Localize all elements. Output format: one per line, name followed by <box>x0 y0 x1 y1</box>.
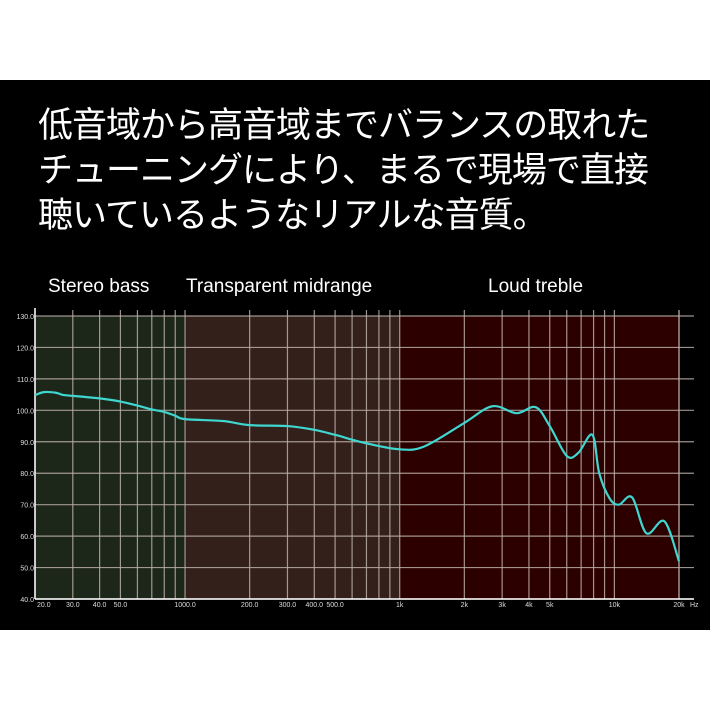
x-tick-label: 10k <box>609 602 621 609</box>
x-tick-label: 20k <box>673 602 685 609</box>
heading-line-1: 低音域から高音域までバランスの取れた <box>38 106 650 146</box>
x-tick-label: 5k <box>546 602 554 609</box>
x-tick-label: 50.0 <box>114 602 128 609</box>
y-tick-label: 60.0 <box>20 534 34 541</box>
x-tick-label: 400.0 <box>306 602 324 609</box>
x-tick-label: 500.0 <box>326 602 344 609</box>
heading-text: 低音域から高音域までバランスの取れた チューニングにより、まるで現場で直接 聴い… <box>38 104 650 239</box>
x-tick-label: 4k <box>525 602 533 609</box>
y-tick-label: 90.0 <box>20 440 34 447</box>
y-tick-label: 80.0 <box>20 471 34 478</box>
region-label-treble: Loud treble <box>488 276 584 297</box>
y-tick-label: 120.0 <box>16 345 34 352</box>
y-tick-label: 40.0 <box>20 597 34 604</box>
region-label-midrange: Transparent midrange <box>186 276 373 297</box>
x-tick-label: 300.0 <box>279 602 297 609</box>
region-band-0 <box>35 316 186 599</box>
y-tick-label: 50.0 <box>20 566 34 573</box>
x-tick-label: 3k <box>498 602 506 609</box>
y-tick-label: 110.0 <box>17 377 34 384</box>
region-band-1 <box>185 316 400 599</box>
region-band-2 <box>399 316 679 599</box>
heading-line-3: 聴いているようなリアルな音質。 <box>38 196 548 236</box>
x-tick-label: 200.0 <box>241 602 259 609</box>
x-tick-label: 40.0 <box>93 602 107 609</box>
x-tick-label: 20.0 <box>37 602 51 609</box>
y-tick-label: 70.0 <box>20 503 34 510</box>
x-tick-label: 2k <box>461 602 469 609</box>
x-unit-label: Hz <box>690 602 699 609</box>
x-tick-label: 30.0 <box>66 602 80 609</box>
y-tick-label: 100.0 <box>16 408 34 415</box>
region-label-bass: Stereo bass <box>48 276 150 297</box>
x-tick-label: 1000.0 <box>174 602 196 609</box>
x-tick-label: 1k <box>396 602 404 609</box>
y-tick-label: 130.0 <box>16 314 34 321</box>
heading-line-2: チューニングにより、まるで現場で直接 <box>38 151 649 191</box>
